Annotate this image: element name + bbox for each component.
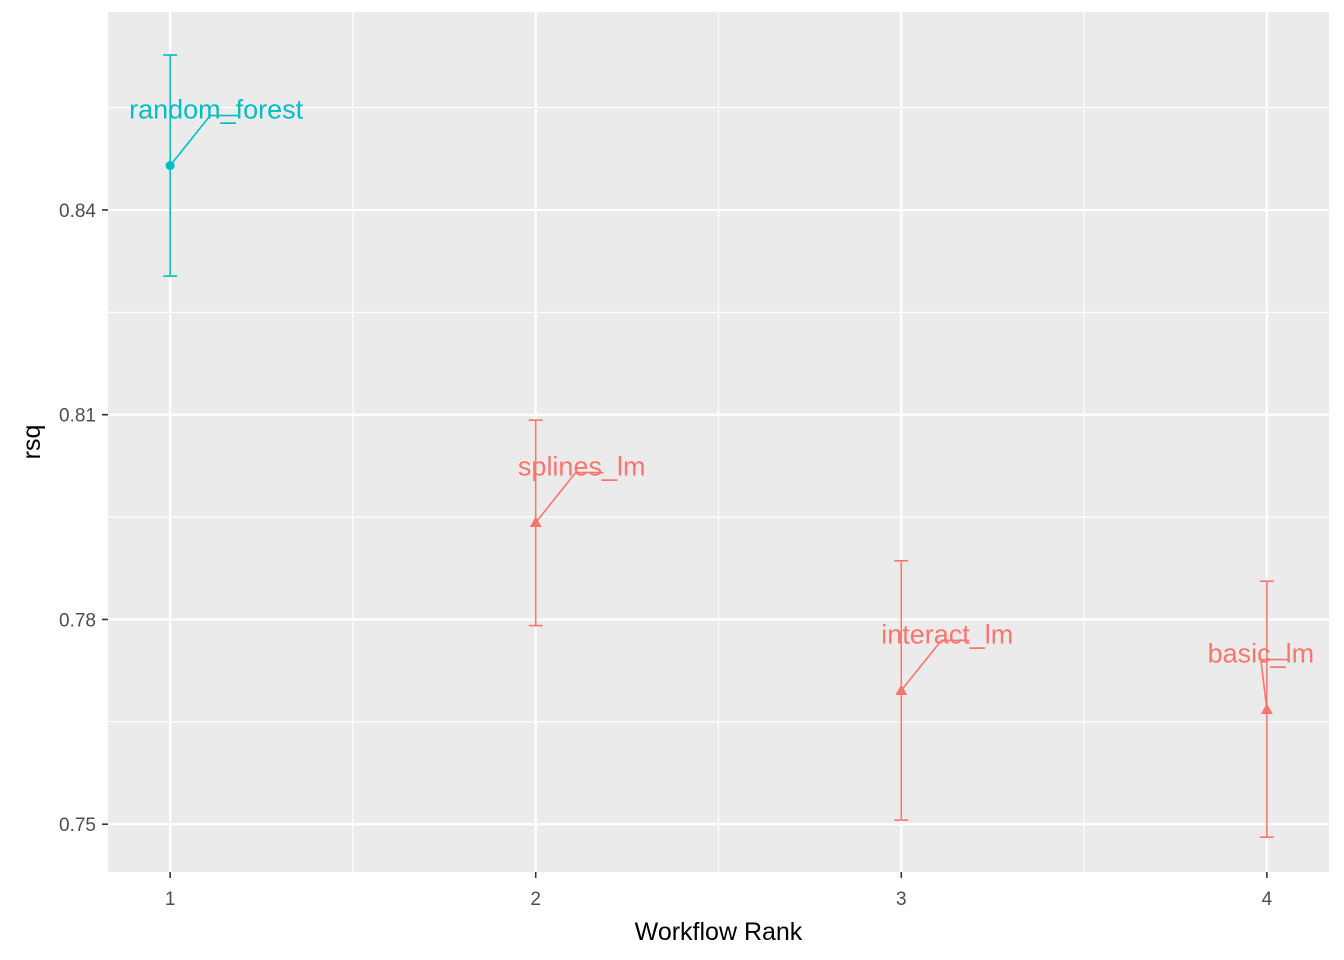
x-tick-label: 3 (896, 889, 907, 910)
x-tick-label: 2 (530, 889, 541, 910)
x-tick-label: 4 (1262, 889, 1273, 910)
y-tick-label: 0.75 (59, 815, 96, 836)
y-axis-title: rsq (18, 425, 46, 460)
point-label: splines_lm (518, 452, 646, 482)
data-point (165, 161, 175, 171)
y-tick-label: 0.81 (59, 406, 96, 427)
point-label: random_forest (129, 95, 304, 125)
label-connector (169, 115, 211, 167)
y-tick-label: 0.78 (59, 610, 96, 631)
minor-gridlines (108, 12, 1329, 872)
x-axis-title: Workflow Rank (635, 918, 803, 946)
data-point (895, 684, 908, 695)
data-point (1260, 703, 1273, 715)
axis-ticks: 1 2 3 4 0.75 0.78 0.81 0.84 (59, 201, 1273, 910)
label-connector (1260, 659, 1268, 710)
y-tick-label: 0.84 (59, 201, 96, 222)
point-label: basic_lm (1208, 639, 1315, 669)
label-connectors (169, 114, 1289, 710)
data-points (165, 161, 1273, 715)
point-labels: random_forest splines_lm interact_lm basic_… (129, 95, 1314, 669)
x-tick-label: 1 (165, 889, 176, 910)
label-connector (900, 639, 942, 691)
point-label: interact_lm (881, 619, 1013, 649)
data-point (529, 516, 542, 528)
label-connector (535, 472, 577, 524)
